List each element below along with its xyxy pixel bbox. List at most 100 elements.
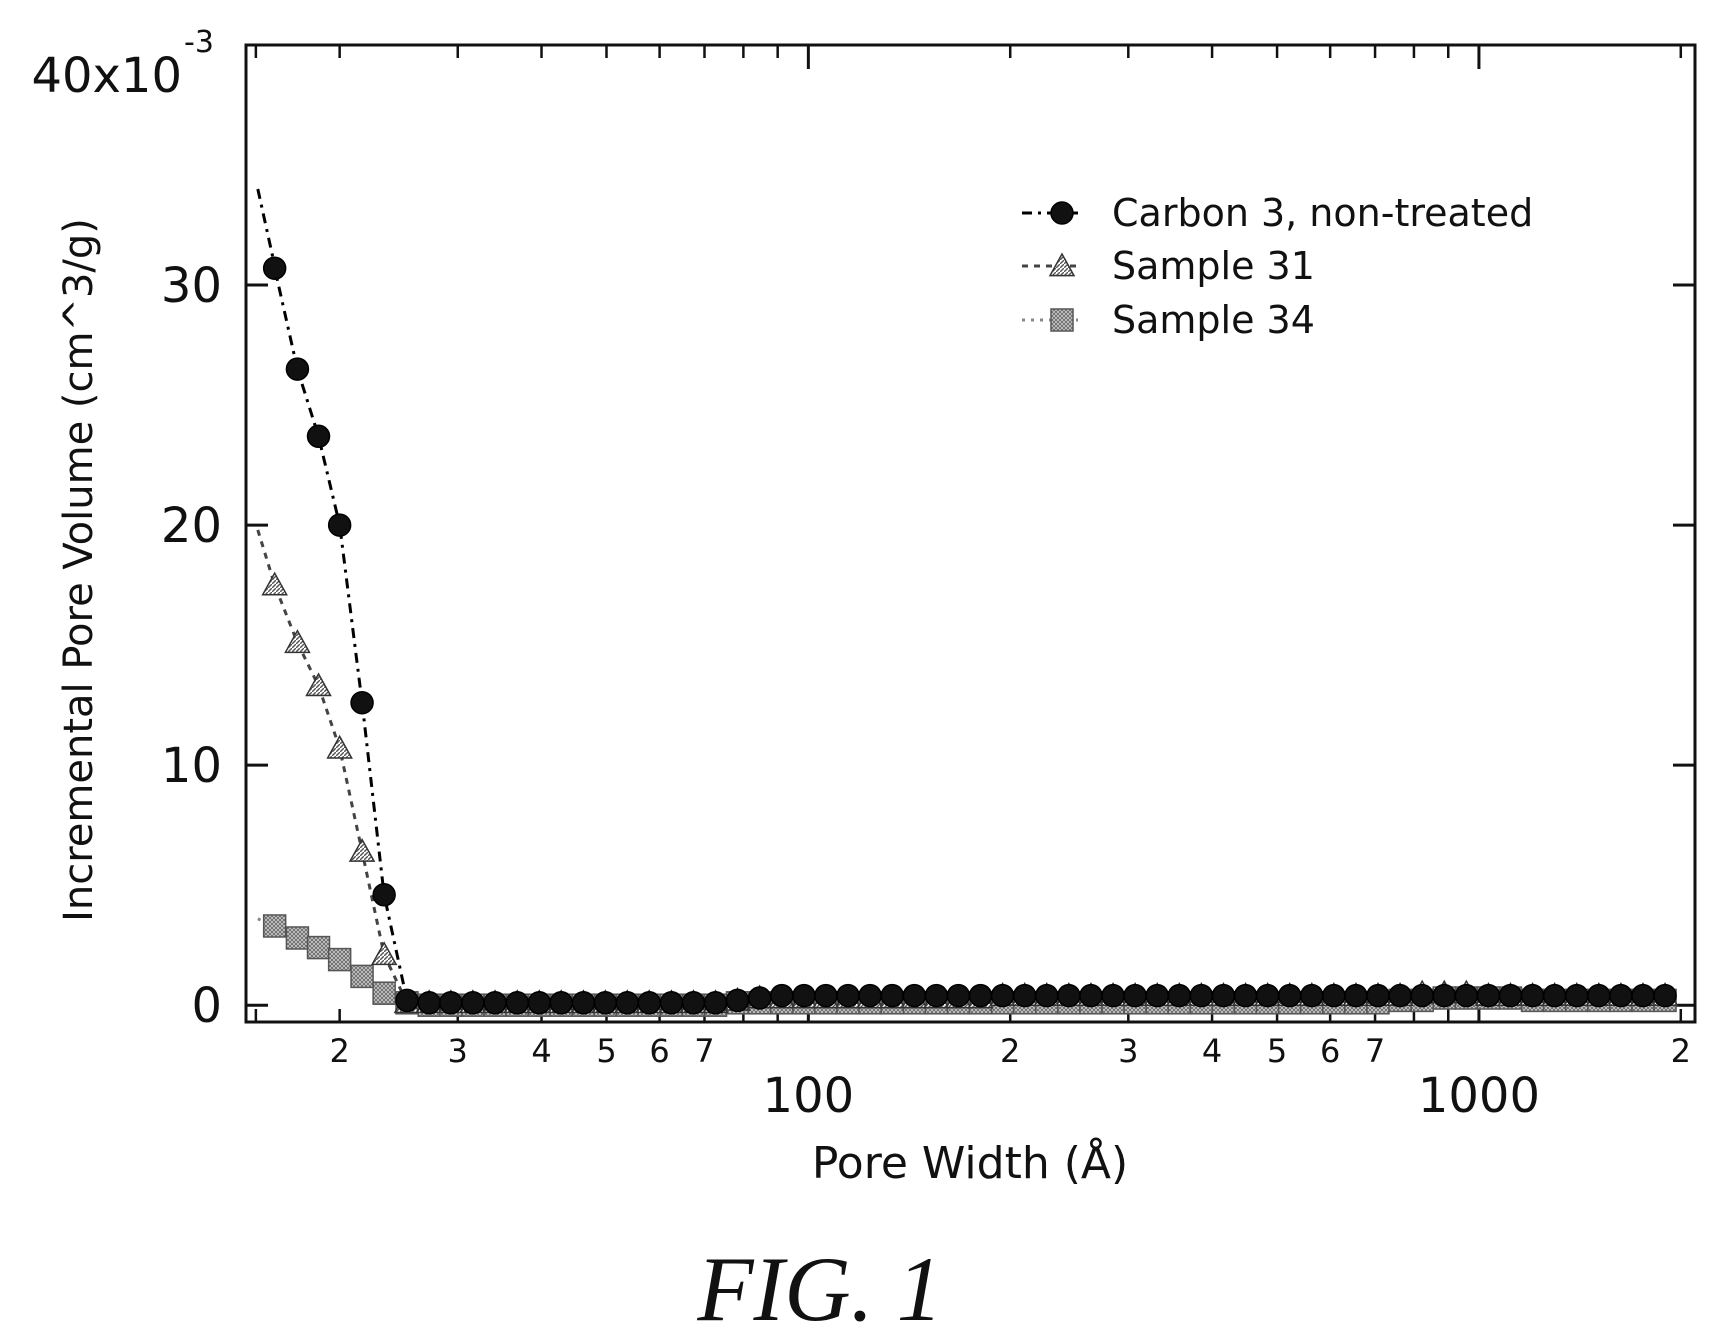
data-point — [814, 983, 838, 1008]
x-major-tick-label: 100 — [763, 1068, 855, 1124]
data-point — [372, 981, 396, 1005]
y-tick-label: 10 — [161, 738, 222, 794]
data-point — [946, 983, 971, 1008]
data-point — [306, 424, 331, 449]
data-point — [1079, 983, 1103, 1008]
data-point — [1012, 983, 1037, 1008]
data-point — [1123, 983, 1147, 1008]
x-minor-tick-label: 2 — [1671, 1032, 1691, 1070]
data-point — [1609, 983, 1633, 1008]
data-point — [615, 991, 640, 1015]
data-point — [461, 991, 485, 1015]
legend-marker-2 — [1050, 308, 1074, 332]
data-point — [703, 991, 728, 1015]
data-point — [1322, 983, 1346, 1008]
y-exponent-label: -3 — [184, 25, 214, 60]
y-tick-label: 40x10 — [31, 48, 182, 104]
data-point — [372, 883, 396, 907]
data-point — [637, 991, 661, 1015]
plot-frame — [244, 43, 1697, 1024]
series-line-0 — [256, 188, 1666, 1005]
x-minor-tick-label: 5 — [596, 1032, 616, 1070]
data-point — [659, 991, 684, 1015]
data-point — [1476, 983, 1501, 1008]
x-minor-tick-label: 4 — [531, 1032, 551, 1070]
data-point — [285, 926, 310, 950]
data-point — [1145, 983, 1169, 1008]
data-point — [305, 672, 332, 697]
data-point — [350, 690, 374, 715]
data-point — [968, 983, 993, 1008]
legend: Carbon 3, non-treated Sample 31 Sample 34 — [1022, 191, 1533, 342]
data-point — [858, 983, 882, 1008]
data-point — [370, 941, 398, 966]
data-point — [792, 983, 816, 1008]
data-point — [1034, 983, 1059, 1008]
data-point — [505, 991, 529, 1015]
data-point — [327, 513, 352, 537]
x-minor-tick-label: 3 — [448, 1032, 468, 1070]
data-point — [1189, 983, 1214, 1008]
legend-label: Carbon 3, non-treated — [1112, 191, 1533, 235]
data-point — [1277, 983, 1302, 1008]
y-tick-label: 30 — [161, 258, 222, 314]
y-tick-label: 20 — [161, 498, 222, 554]
figure-caption: FIG. 1 — [696, 1238, 942, 1340]
x-minor-tick-label: 3 — [1118, 1032, 1138, 1070]
data-point — [924, 983, 949, 1008]
data-points — [261, 256, 1679, 1017]
data-point — [326, 734, 353, 759]
data-point — [1344, 983, 1368, 1008]
x-minor-tick-label: 7 — [694, 1032, 714, 1070]
data-point — [1255, 983, 1280, 1008]
legend-marker-0 — [1050, 201, 1074, 225]
data-point — [348, 838, 376, 862]
data-point — [1233, 983, 1258, 1008]
data-point — [1498, 983, 1523, 1008]
data-point — [1520, 983, 1545, 1008]
x-minor-tick-label: 7 — [1365, 1032, 1385, 1070]
legend-marker-1 — [1048, 252, 1076, 277]
data-point — [1631, 983, 1655, 1008]
data-point — [1167, 983, 1192, 1008]
data-point — [571, 991, 596, 1015]
x-major-tick-label: 1000 — [1418, 1068, 1540, 1124]
y-tick-label: 0 — [191, 978, 222, 1034]
data-point — [1388, 983, 1412, 1008]
data-point — [1432, 983, 1456, 1008]
data-point — [1101, 983, 1125, 1008]
data-point — [1454, 983, 1479, 1008]
data-point — [770, 983, 794, 1008]
data-point — [395, 988, 419, 1013]
data-point — [527, 991, 552, 1015]
data-point — [306, 935, 331, 960]
data-point — [262, 256, 287, 280]
series-line-1 — [256, 529, 1666, 1005]
y-axis-label: Incremental Pore Volume (cm^3/g) — [56, 218, 102, 922]
data-point — [350, 964, 374, 989]
data-point — [1366, 983, 1390, 1008]
data-point — [681, 991, 706, 1015]
data-point — [836, 983, 860, 1008]
data-point — [285, 357, 310, 381]
x-minor-tick-label: 2 — [329, 1032, 349, 1070]
data-point — [417, 991, 441, 1015]
data-point — [483, 991, 507, 1015]
x-minor-tick-label: 5 — [1267, 1032, 1287, 1070]
x-minor-tick-label: 6 — [1320, 1032, 1340, 1070]
legend-label: Sample 31 — [1112, 244, 1315, 288]
data-point — [262, 914, 287, 938]
data-point — [1653, 983, 1677, 1008]
data-point — [261, 571, 288, 596]
x-minor-tick-label: 6 — [649, 1032, 669, 1070]
data-point — [1057, 983, 1081, 1008]
data-point — [284, 629, 311, 654]
data-point — [990, 983, 1015, 1008]
data-point — [549, 991, 573, 1015]
data-point — [1542, 983, 1567, 1008]
legend-label: Sample 34 — [1112, 298, 1315, 342]
data-point — [1410, 983, 1434, 1008]
